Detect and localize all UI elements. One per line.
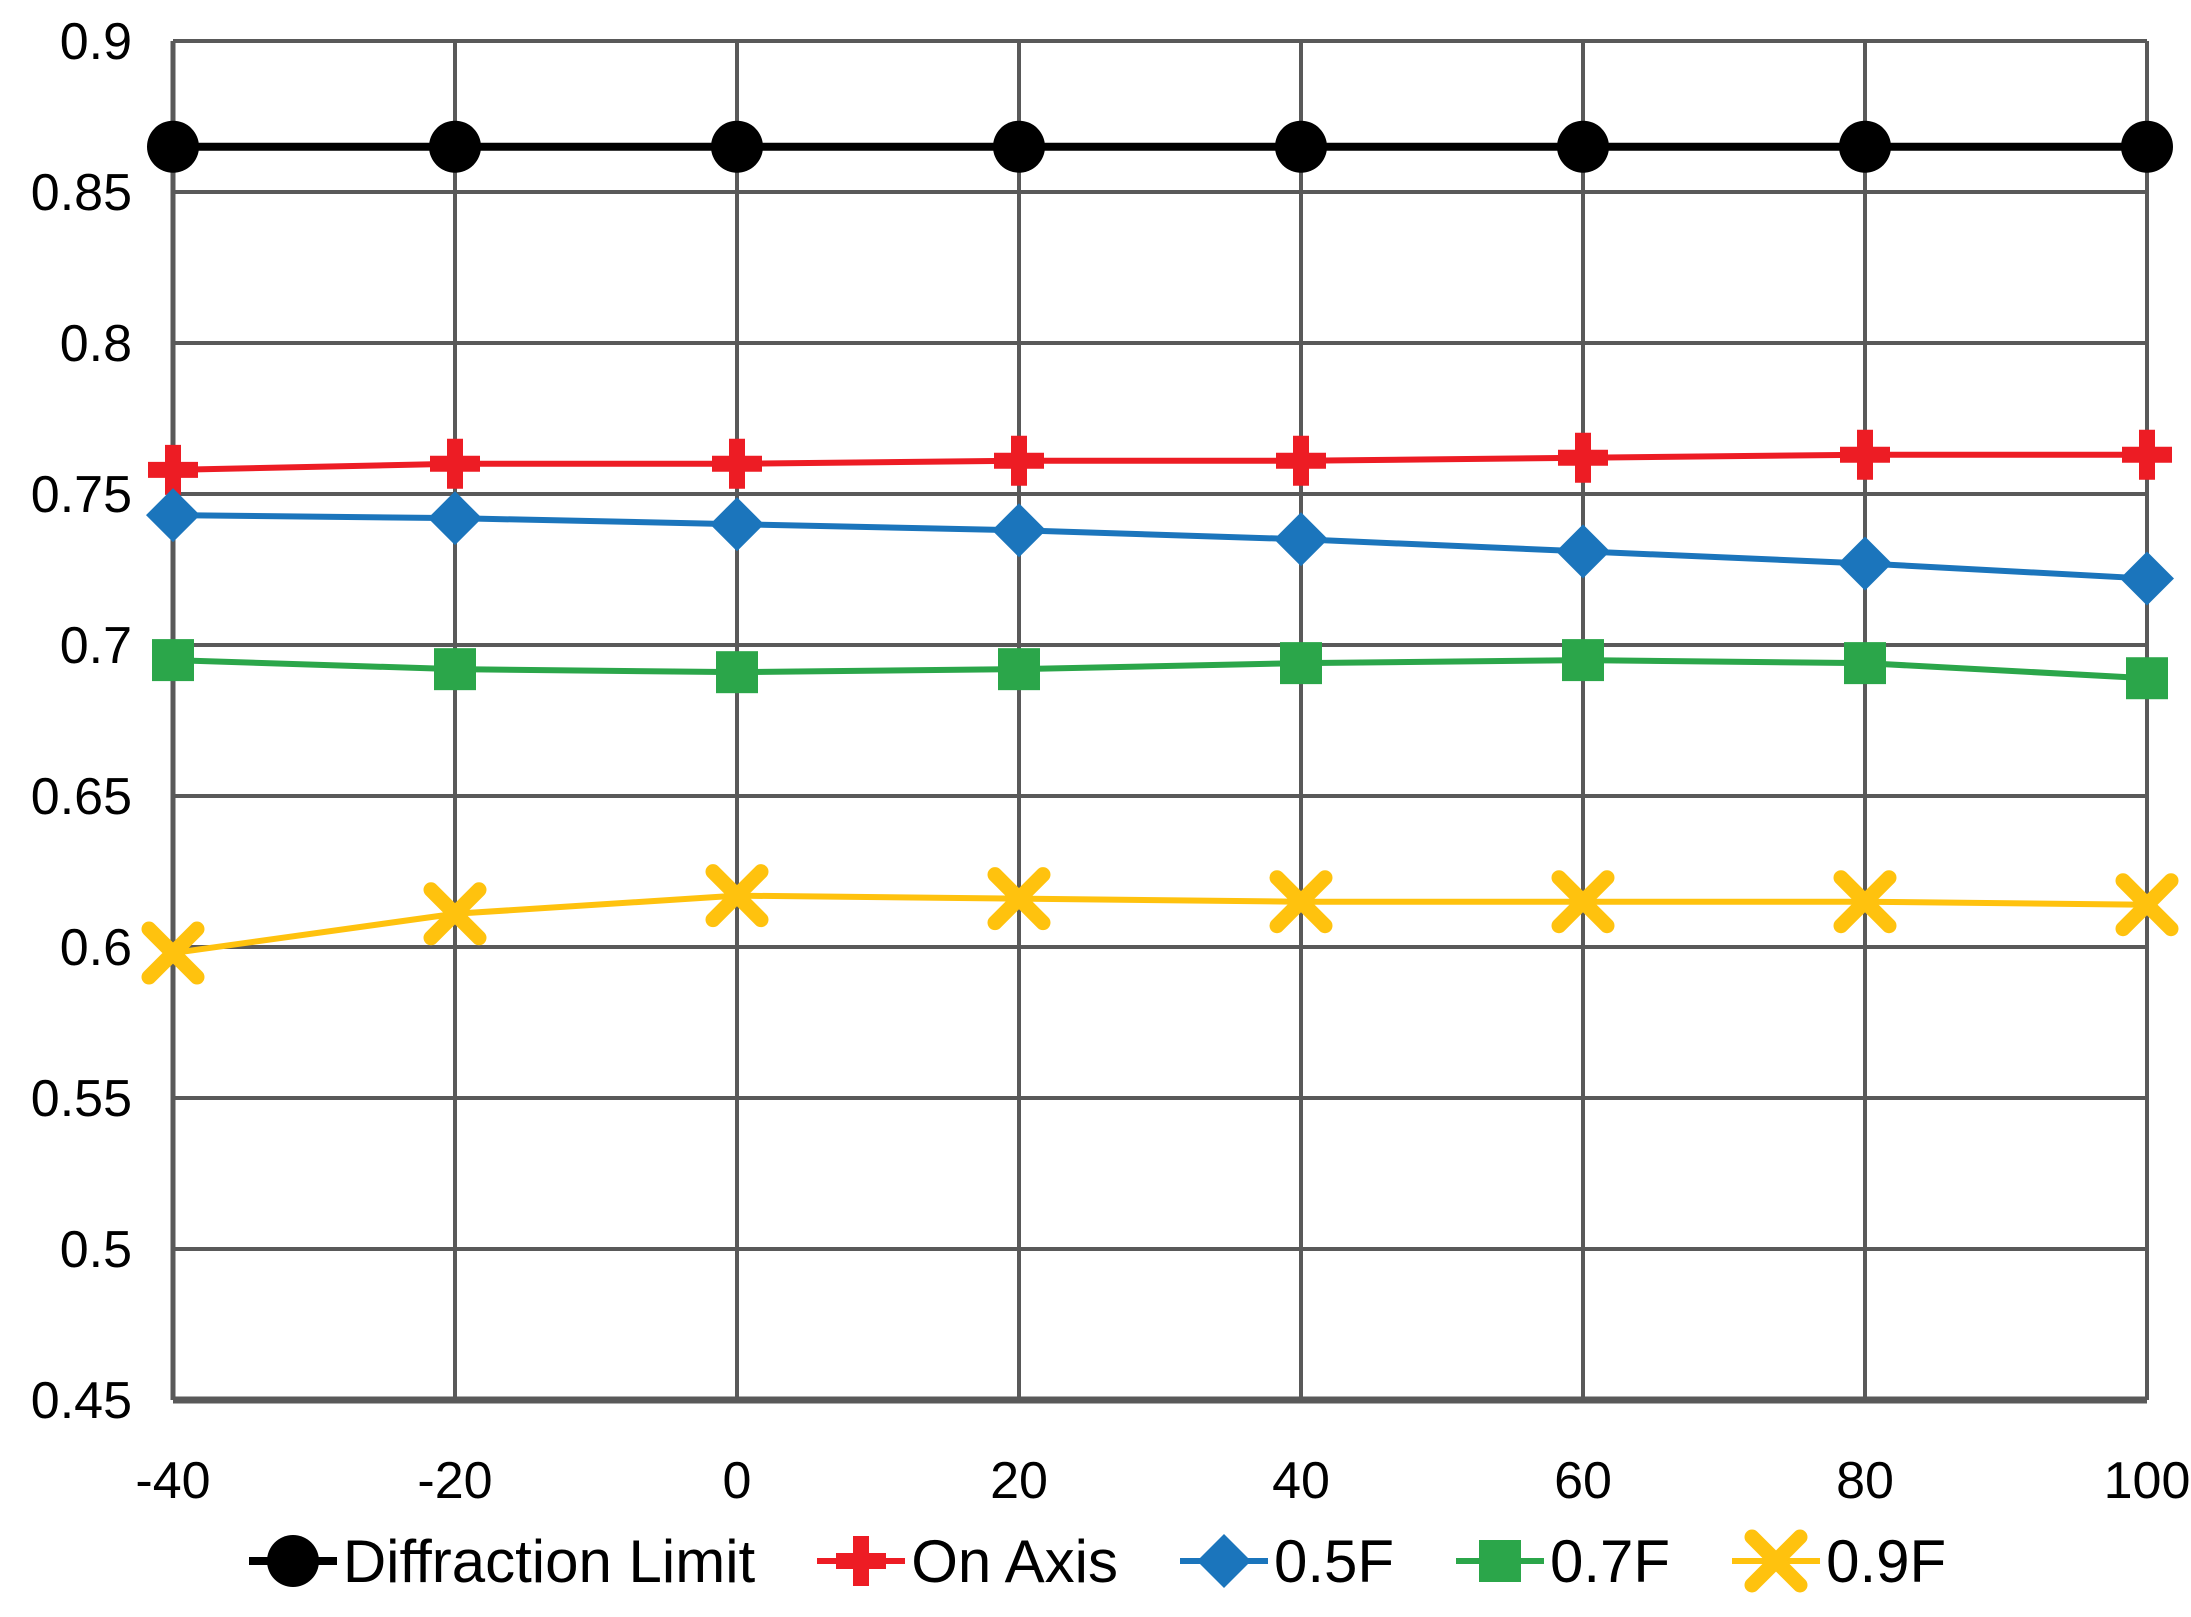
square-marker xyxy=(2126,657,2168,700)
plus-marker xyxy=(1840,429,1890,480)
x-marker xyxy=(423,882,487,946)
plus-marker xyxy=(994,435,1044,486)
plus-marker xyxy=(1558,432,1608,483)
series-0.7f xyxy=(152,639,2168,700)
circle-marker xyxy=(266,1535,319,1587)
diamond-marker xyxy=(1196,1534,1251,1588)
legend-marker-group xyxy=(1179,1534,1268,1588)
circle-marker xyxy=(711,120,763,173)
series-line xyxy=(170,451,2150,473)
diamond-marker xyxy=(146,488,200,543)
circle-marker xyxy=(993,120,1045,173)
series-0.5f xyxy=(146,488,2174,606)
legend-label: 0.9F xyxy=(1826,1527,1947,1595)
x-tick-label: 0 xyxy=(723,1452,752,1510)
x-tick-label: 80 xyxy=(1836,1452,1894,1510)
x-marker xyxy=(987,867,1051,931)
legend-label: On Axis xyxy=(911,1527,1118,1595)
y-tick-label: 0.75 xyxy=(31,466,132,524)
chart-legend: Diffraction Limit On Axis 0.5F 0.7F 0.9F xyxy=(0,1505,2191,1617)
square-marker xyxy=(998,648,1040,691)
x-marker xyxy=(141,921,205,985)
plus-marker xyxy=(430,438,480,489)
circle-marker xyxy=(1557,120,1609,173)
square-marker xyxy=(434,648,476,691)
x-tick-label: 40 xyxy=(1272,1452,1330,1510)
legend-marker-group xyxy=(248,1535,337,1587)
series-line xyxy=(170,892,2150,957)
x-tick-label: 20 xyxy=(990,1452,1048,1510)
diamond-marker xyxy=(1838,536,1892,591)
x-tick-label: -40 xyxy=(135,1452,210,1510)
y-tick-label: 0.6 xyxy=(60,919,132,977)
circle-marker xyxy=(147,120,199,173)
series-line xyxy=(170,512,2150,582)
series-on-axis xyxy=(148,429,2172,495)
series-layer xyxy=(141,120,2179,985)
plus-marker xyxy=(148,444,198,495)
square-marker xyxy=(1280,642,1322,685)
legend-marker-group xyxy=(817,1536,906,1586)
diamond-marker xyxy=(710,497,764,552)
y-tick-label: 0.8 xyxy=(60,315,132,373)
legend-label: Diffraction Limit xyxy=(342,1527,756,1595)
x-marker xyxy=(1551,870,1615,934)
x-tick-label: -20 xyxy=(417,1452,492,1510)
legend-label: 0.7F xyxy=(1550,1527,1671,1595)
diamond-marker xyxy=(992,503,1046,558)
diamond-marker xyxy=(2120,551,2174,606)
x-marker xyxy=(1269,870,1333,934)
diamond-marker xyxy=(1556,524,1610,579)
x-marker xyxy=(1744,1529,1808,1593)
plus-marker xyxy=(1276,435,1326,486)
diamond-marker xyxy=(428,491,482,546)
legend-item-0.7f: 0.7F xyxy=(1452,1513,1670,1609)
legend-circle-icon xyxy=(248,1535,337,1587)
legend-marker-group xyxy=(1456,1540,1545,1582)
plus-marker xyxy=(712,438,762,489)
y-tick-label: 0.5 xyxy=(60,1221,132,1279)
legend-marker-group xyxy=(1732,1529,1821,1593)
legend-item-0.5f: 0.5F xyxy=(1176,1513,1394,1609)
y-tick-label: 0.55 xyxy=(31,1070,132,1128)
y-tick-label: 0.65 xyxy=(31,768,132,826)
square-marker xyxy=(716,651,758,694)
y-tick-label: 0.85 xyxy=(31,164,132,222)
y-tick-label: 0.9 xyxy=(60,13,132,71)
y-tick-label: 0.45 xyxy=(31,1372,132,1430)
legend-diamond-icon xyxy=(1179,1534,1268,1588)
x-tick-label: 100 xyxy=(2104,1452,2191,1510)
x-marker xyxy=(705,864,769,928)
axis-label-layer: 0.45 0.5 0.55 0.6 0.65 0.7 0.75 0.8 0.85 0.9 -40 -2… xyxy=(31,13,2191,1510)
legend-item-on-axis: On Axis xyxy=(813,1513,1118,1609)
x-marker xyxy=(2115,873,2179,937)
x-marker xyxy=(1833,870,1897,934)
circle-marker xyxy=(1839,120,1891,173)
grid-layer xyxy=(170,39,2149,1404)
series-diffraction-limit xyxy=(147,120,2173,173)
legend-label: 0.5F xyxy=(1273,1527,1395,1595)
legend-square-icon xyxy=(1456,1540,1545,1582)
plus-marker xyxy=(836,1536,887,1586)
circle-marker xyxy=(1275,120,1327,173)
legend-item-diffraction-limit: Diffraction Limit xyxy=(245,1513,755,1609)
series-0.9f xyxy=(141,864,2179,985)
circle-marker xyxy=(2121,120,2173,173)
square-marker xyxy=(152,639,194,682)
plus-marker xyxy=(2122,429,2172,480)
legend-x-icon xyxy=(1732,1529,1821,1593)
circle-marker xyxy=(429,120,481,173)
legend-plus-icon xyxy=(817,1536,906,1586)
square-marker xyxy=(1479,1540,1522,1582)
square-marker xyxy=(1844,642,1886,685)
diamond-marker xyxy=(1274,512,1328,567)
square-marker xyxy=(1562,639,1604,682)
y-tick-label: 0.7 xyxy=(60,617,132,675)
series-line xyxy=(170,657,2150,682)
legend-item-0.9f: 0.9F xyxy=(1728,1513,1946,1609)
x-tick-label: 60 xyxy=(1554,1452,1612,1510)
